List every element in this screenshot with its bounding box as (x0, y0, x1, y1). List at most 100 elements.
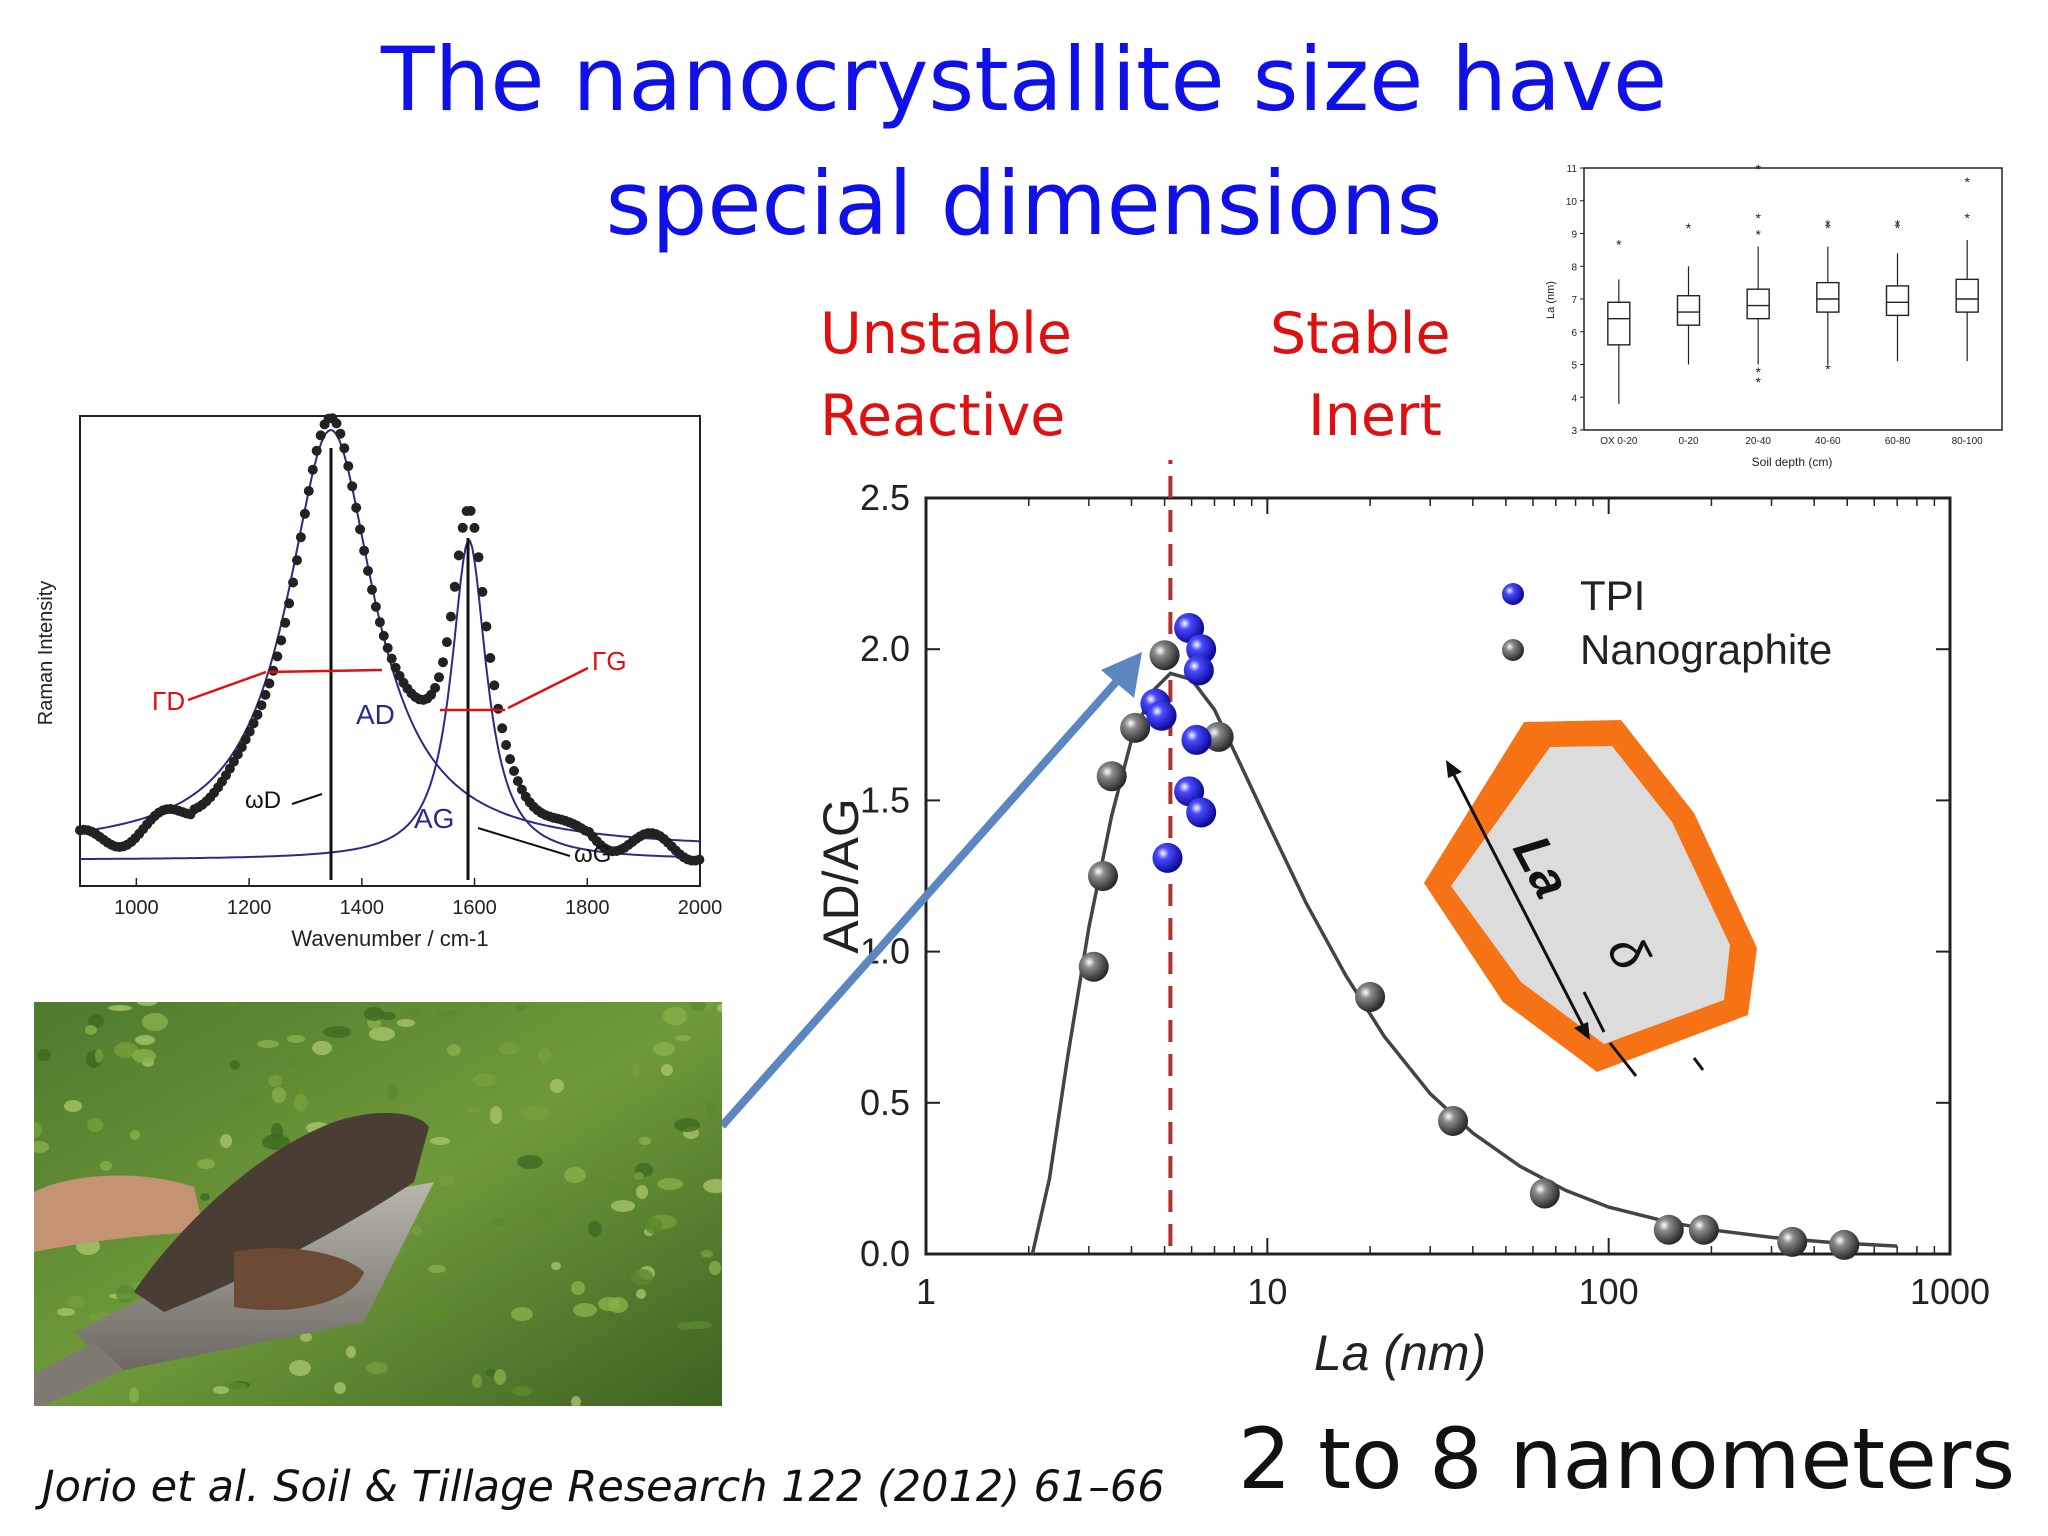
leaf (114, 1042, 138, 1058)
leaf (231, 1048, 241, 1056)
leaf (447, 1044, 461, 1056)
boxplot-box (1746, 288, 1770, 320)
leaf (517, 1155, 543, 1169)
leaf (108, 1005, 132, 1011)
leaf (388, 1084, 398, 1100)
raman-data-point (244, 726, 255, 737)
raman-data-point (367, 584, 377, 595)
leaf (490, 1106, 502, 1124)
boxplot-category-label: 40-60 (1815, 436, 1841, 447)
leaf (262, 1134, 290, 1150)
leaf (257, 1040, 279, 1048)
boxplot-outlier: * (1825, 217, 1831, 233)
plot-frame (924, 496, 1952, 1256)
raman-data-point (299, 508, 310, 519)
raman-data-point (264, 678, 275, 689)
raman-data-point (288, 577, 299, 588)
raman-data-point (280, 617, 291, 628)
nanographite-point (1096, 761, 1127, 792)
leaf (364, 1007, 384, 1021)
boxplot-category-label: 0-20 (1678, 436, 1698, 447)
leaf (480, 1002, 488, 1009)
raman-frame (79, 415, 701, 887)
nanographite-point (1438, 1105, 1469, 1136)
slide-title-line2: special dimensions (605, 152, 1443, 255)
raman-data-point (295, 532, 306, 543)
leaf (286, 1057, 302, 1067)
y-tick-label: 1.5 (860, 779, 910, 820)
raman-data-point (469, 522, 480, 533)
x-tick-label: 1000 (1910, 1271, 1990, 1312)
nanographite-point (1087, 861, 1118, 891)
raman-g-band-fit (80, 539, 701, 860)
leaf (369, 1027, 395, 1041)
raman-data-point (307, 464, 318, 475)
raman-data-point (276, 635, 287, 646)
tpi-point (1186, 797, 1217, 828)
leaf (701, 1250, 713, 1258)
leaf (412, 1226, 422, 1236)
leaf (498, 1043, 520, 1055)
raman-omega-d-pointer (291, 793, 323, 805)
y-axis-label: AD/AG (813, 798, 869, 954)
arm (34, 1175, 204, 1252)
scoop-handle (34, 1342, 124, 1406)
raman-gamma-d-width (267, 668, 383, 674)
leaf (323, 1026, 351, 1038)
raman-data-point (441, 637, 452, 648)
raman-data-point (430, 682, 441, 693)
boxplot-box (1816, 281, 1840, 313)
raman-data-point (240, 734, 251, 745)
raman-data-point (473, 552, 484, 563)
boxplot-category-label: 20-40 (1745, 436, 1771, 447)
leaf (717, 1004, 722, 1012)
leaf (272, 1087, 286, 1103)
raman-ag-label: AG (414, 803, 454, 834)
leaf (706, 1101, 716, 1117)
nanographite-point (1777, 1226, 1808, 1257)
nanographite-point (1688, 1214, 1719, 1245)
leaf (494, 1369, 506, 1385)
leaf (87, 1118, 103, 1132)
leaf (132, 1049, 156, 1063)
raman-data-point (355, 524, 366, 535)
leaf (135, 1035, 155, 1045)
raman-data-point (331, 418, 342, 429)
zone-left-line1: Unstable (820, 301, 1072, 367)
soil-sample-photo (34, 1002, 722, 1406)
leaf (64, 1100, 82, 1112)
x-axis-label: La (nm) (1314, 1325, 1486, 1381)
raman-data-point (481, 621, 492, 632)
zone-left-line2: Reactive (820, 383, 1066, 449)
leaf (268, 1075, 282, 1087)
leaf (220, 1134, 232, 1148)
legend-tpi-marker (1502, 583, 1524, 605)
boxplot-y-tick-label: 10 (1566, 197, 1578, 208)
leaf (690, 1002, 706, 1011)
leaf (397, 1019, 415, 1027)
nanographite-point (1078, 951, 1109, 982)
leaf (142, 1013, 168, 1031)
nanographite-point (1120, 712, 1151, 743)
leaf (88, 1014, 104, 1028)
raman-data-point (315, 430, 326, 441)
raman-x-tick-label: 2000 (678, 897, 723, 919)
leaf (213, 1386, 229, 1394)
legend-tpi-label: TPI (1580, 572, 1645, 619)
leaf (34, 1141, 49, 1153)
citation: Jorio et al. Soil & Tillage Research 122… (42, 1462, 1165, 1512)
raman-data-point (382, 643, 393, 653)
leaf (230, 1060, 240, 1070)
leaf (223, 1382, 247, 1390)
raman-data-point (232, 749, 243, 760)
raman-data-point (489, 680, 500, 691)
leaf (430, 1137, 450, 1145)
leaf (220, 1002, 238, 1009)
leaf (564, 1167, 586, 1183)
boxplot-outlier: * (1616, 236, 1622, 252)
raman-data-point (339, 443, 350, 454)
leaf (238, 1094, 256, 1106)
leaf (34, 1122, 42, 1138)
boxplot-category-label: OX 0-20 (1600, 436, 1638, 447)
raman-data-point (260, 689, 271, 700)
